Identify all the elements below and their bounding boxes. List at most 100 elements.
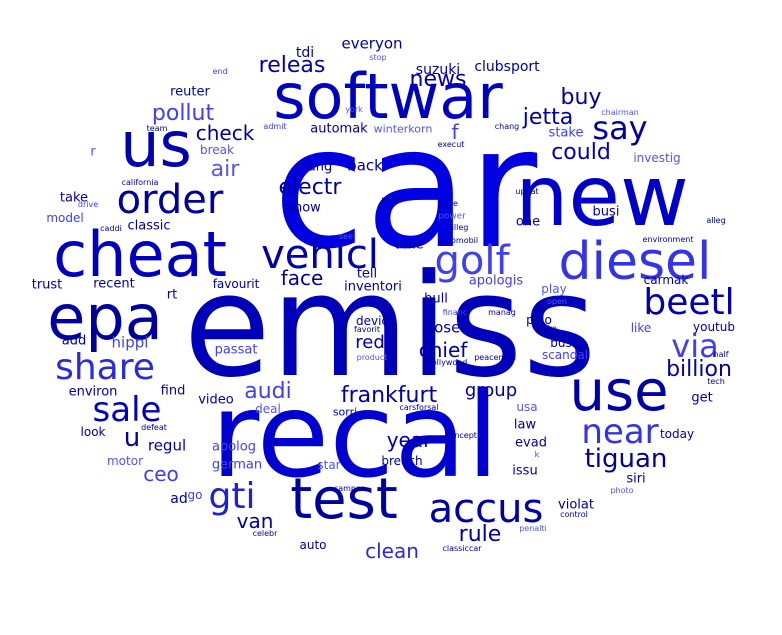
word-winterkorn: winterkorn (373, 122, 433, 136)
word-gti: gti (208, 476, 256, 517)
word-play: play (541, 282, 567, 296)
word-say: say (592, 109, 648, 147)
word-electr: electr (278, 175, 342, 200)
word-break: break (200, 143, 234, 157)
word-breach: breach (381, 454, 423, 468)
word-clean: clean (365, 539, 419, 563)
word-year: year (386, 428, 432, 452)
word-order: order (116, 177, 224, 223)
word-air: air (210, 157, 240, 182)
word-issu: issu (512, 463, 538, 479)
word-rule: rule (458, 522, 502, 547)
word-penalti: penalti (519, 524, 547, 533)
word-like: like (630, 321, 652, 335)
word-everyon: everyon (341, 34, 403, 53)
word-fin: fin (284, 332, 296, 341)
word-model: model (46, 211, 84, 225)
word-vehicl: vehicl (261, 232, 379, 278)
word-r: r (90, 144, 96, 160)
word-test: test (290, 467, 398, 532)
word-california: california (121, 178, 159, 187)
word-tdi: tdi (295, 45, 315, 61)
word-investig: investig (633, 151, 681, 165)
word-power: power (438, 211, 466, 222)
word-jetta: jetta (522, 105, 574, 130)
word-regul: regul (147, 436, 187, 455)
word-admit: admit (263, 122, 287, 131)
word-van: van (236, 509, 274, 533)
word-find: find (160, 383, 186, 399)
word-apolog: apolog (212, 439, 256, 455)
word-take: take (59, 190, 89, 206)
word-tech: tech (707, 377, 725, 386)
word-manag: manag (488, 308, 516, 317)
word-suzuki: suzuki (415, 62, 461, 78)
word-team: team (146, 124, 168, 133)
word-concept: concept (445, 431, 477, 440)
word-reuter: reuter (170, 84, 210, 100)
word-motor: motor (106, 454, 144, 468)
word-recal: recal (210, 366, 500, 504)
word-new: new (515, 147, 689, 245)
word-product: product (356, 353, 388, 362)
word-use: use (569, 359, 669, 424)
word-news: news (409, 67, 467, 92)
word-show: show (287, 200, 321, 216)
word-polo: polo (526, 313, 552, 327)
word-post: post (381, 195, 399, 204)
word-epa: epa (47, 281, 163, 354)
word-trust: trust (31, 277, 63, 293)
word-back: back (347, 156, 383, 175)
word-law: law (513, 417, 537, 433)
word-hippi: hippi (111, 333, 149, 352)
word-k: k (534, 450, 540, 459)
word-one: one (515, 214, 541, 230)
word-near: near (581, 412, 659, 452)
word-clubsport: clubsport (474, 59, 540, 75)
word-half: half (713, 350, 729, 359)
word-financ: financ (442, 308, 468, 317)
word-drive: drive (77, 200, 99, 209)
word-us: us (120, 108, 192, 181)
word-camper: camper (333, 484, 365, 493)
word-diesel: diesel (558, 232, 712, 292)
word-auto: auto (299, 538, 327, 552)
word-siri: siri (626, 471, 646, 487)
word-see: see (338, 232, 354, 241)
word-golf: golf (434, 238, 510, 284)
word-f: f (451, 120, 459, 144)
word-get: get (691, 390, 713, 406)
word-price: price (438, 199, 458, 208)
word-youtub: youtub (693, 320, 735, 334)
word-audi: audi (244, 379, 292, 404)
word-via: via (671, 327, 719, 365)
word-environment: environment (642, 235, 694, 244)
word-chairman: chairman (601, 108, 639, 117)
word-peacemak: peacemak (474, 353, 516, 362)
word-softwar: softwar (273, 60, 503, 133)
word-carsforsal: carsforsal (399, 403, 439, 412)
word-york: york (345, 105, 363, 114)
word-sorri: sorri (332, 405, 358, 419)
word-execut: execut (437, 140, 465, 149)
word-scandal: scandal (541, 348, 589, 362)
word-alleg: alleg (706, 216, 726, 225)
word-releas: releas (258, 53, 326, 78)
word-evad: evad (515, 435, 547, 451)
word-cheat: cheat (53, 218, 227, 291)
word-caddi: caddi (100, 224, 122, 233)
word-car: car (272, 90, 538, 286)
word-apologis: apologis (468, 273, 524, 289)
word-end: end (212, 67, 228, 76)
word-open: open (547, 297, 567, 306)
word-german: german (211, 457, 263, 473)
word-recent: recent (93, 276, 135, 292)
word-busi: busi (592, 204, 620, 220)
word-celebr: celebr (252, 529, 278, 538)
word-hollywood: hollywood (426, 358, 468, 367)
word-chang: chang (494, 122, 520, 131)
word-accus: accus (428, 486, 544, 532)
word-tiguan: tiguan (584, 444, 668, 474)
word-classic: classic (127, 218, 171, 234)
word-share: share (55, 347, 155, 388)
